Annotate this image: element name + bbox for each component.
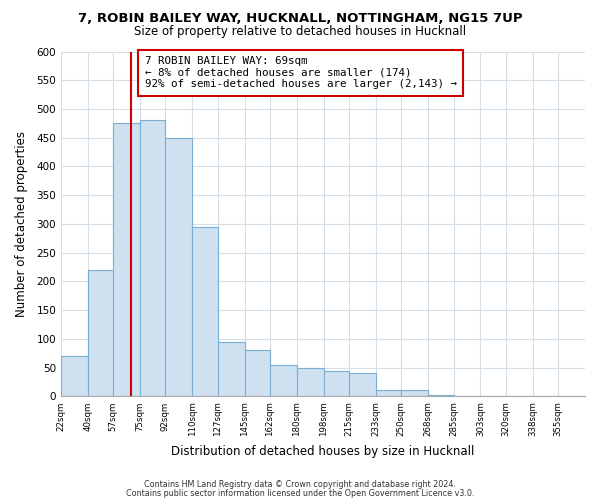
- Bar: [270, 365, 297, 396]
- Bar: [166, 138, 193, 396]
- Text: Contains HM Land Registry data © Crown copyright and database right 2024.: Contains HM Land Registry data © Crown c…: [144, 480, 456, 489]
- Text: 7, ROBIN BAILEY WAY, HUCKNALL, NOTTINGHAM, NG15 7UP: 7, ROBIN BAILEY WAY, HUCKNALL, NOTTINGHA…: [77, 12, 523, 26]
- Text: Contains public sector information licensed under the Open Government Licence v3: Contains public sector information licen…: [126, 488, 474, 498]
- Bar: [218, 342, 245, 396]
- Bar: [193, 227, 218, 396]
- Bar: [376, 390, 401, 396]
- Y-axis label: Number of detached properties: Number of detached properties: [15, 131, 28, 317]
- Bar: [297, 368, 324, 396]
- Bar: [349, 374, 376, 396]
- Bar: [401, 390, 428, 396]
- Bar: [324, 370, 349, 396]
- Bar: [245, 350, 270, 397]
- X-axis label: Distribution of detached houses by size in Hucknall: Distribution of detached houses by size …: [171, 444, 475, 458]
- Bar: [140, 120, 166, 396]
- Text: Size of property relative to detached houses in Hucknall: Size of property relative to detached ho…: [134, 25, 466, 38]
- Bar: [88, 270, 113, 396]
- Text: 7 ROBIN BAILEY WAY: 69sqm
← 8% of detached houses are smaller (174)
92% of semi-: 7 ROBIN BAILEY WAY: 69sqm ← 8% of detach…: [145, 56, 457, 90]
- Bar: [61, 356, 88, 397]
- Bar: [113, 124, 140, 396]
